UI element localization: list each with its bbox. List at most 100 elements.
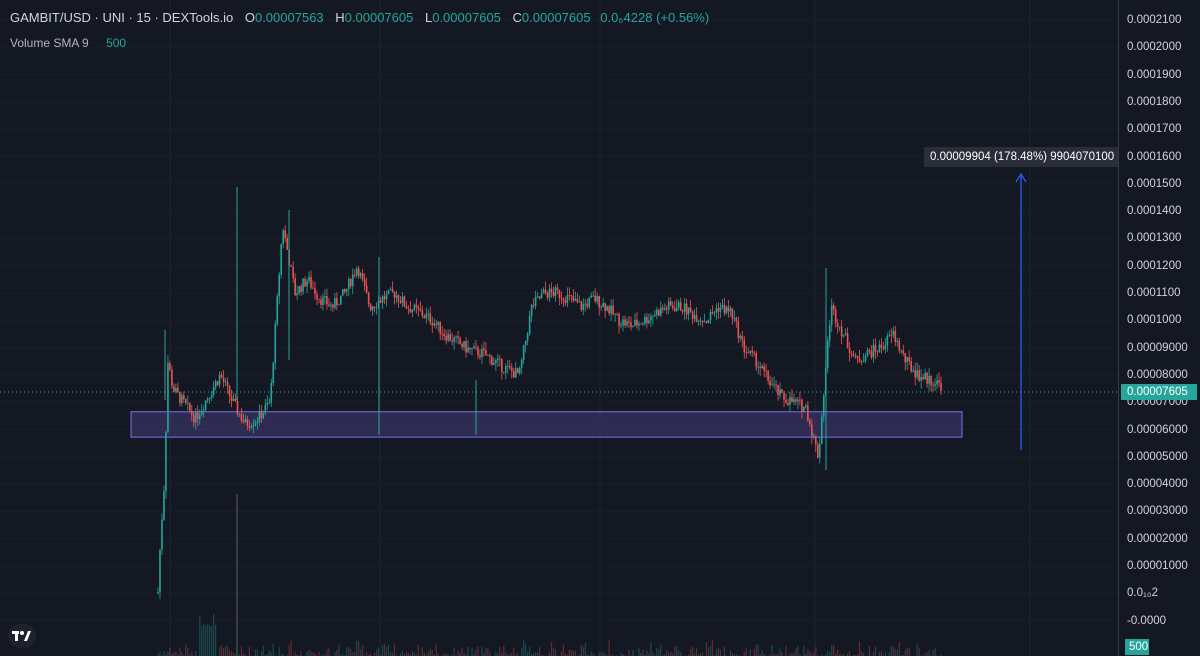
candle-body <box>600 306 602 308</box>
candle-body <box>342 289 344 296</box>
price-tick-label: 0.00004000 <box>1127 478 1188 491</box>
candle-body <box>489 355 491 357</box>
volume-bar <box>501 652 503 656</box>
candle-body <box>717 308 720 312</box>
candle-body <box>870 351 873 358</box>
candle-body <box>544 289 547 293</box>
candle-body <box>379 300 382 303</box>
symbol-title[interactable]: GAMBIT/USD · UNI · 15 · DEXTools.io <box>10 10 234 25</box>
volume-bar <box>560 651 563 656</box>
chart-area[interactable] <box>0 0 1118 656</box>
candle-body <box>451 340 453 342</box>
candle-body <box>421 310 424 316</box>
volume-bar <box>934 648 936 656</box>
candle-body <box>373 306 376 308</box>
candle-body <box>815 436 817 445</box>
volume-bar <box>580 644 582 656</box>
candle-body <box>473 346 475 349</box>
candle-body <box>226 381 229 386</box>
volume-bar <box>505 652 507 656</box>
volume-legend[interactable]: Volume SMA 9 500 <box>10 36 126 50</box>
candle-body <box>715 308 718 313</box>
candle-body <box>632 325 634 328</box>
candle-body <box>194 411 197 423</box>
volume-bar <box>242 653 245 656</box>
volume-bar <box>731 652 733 656</box>
volume-bar <box>354 651 356 656</box>
candle-body <box>574 299 577 301</box>
candle-body <box>493 362 495 365</box>
candle-body <box>813 436 815 437</box>
candle-body <box>886 335 889 346</box>
price-axis[interactable]: 0.0002100 0.0002000 0.0001900 0.0001800 0.00… <box>1118 0 1200 656</box>
candle-body <box>614 313 616 315</box>
candle-body <box>721 304 724 308</box>
volume-bar <box>220 645 223 656</box>
candle-body <box>425 313 428 318</box>
candle-body <box>799 399 801 401</box>
volume-bar <box>779 648 781 656</box>
volume-bar <box>695 648 698 656</box>
candle-body <box>282 230 285 245</box>
volume-bar <box>676 646 678 656</box>
candle-body <box>524 340 527 346</box>
candle-body <box>902 350 905 354</box>
volume-bar <box>352 652 354 656</box>
candle-body <box>580 301 583 310</box>
volume-bar <box>507 654 509 656</box>
candle-body <box>234 398 237 401</box>
candle-body <box>767 371 769 381</box>
volume-bar <box>648 653 650 656</box>
candle-body <box>338 304 340 306</box>
candle-body <box>807 405 809 421</box>
candle-body <box>347 278 350 289</box>
volume-bar <box>749 649 751 656</box>
candle-body <box>830 305 833 325</box>
candle-body <box>367 292 370 305</box>
volume-bar <box>715 649 718 656</box>
candle-body <box>268 402 271 404</box>
candle-body <box>530 304 533 316</box>
candle-body <box>811 424 813 437</box>
candle-body <box>759 366 761 369</box>
candle-body <box>741 335 744 340</box>
volume-bar <box>668 651 670 656</box>
candle-body <box>938 380 940 383</box>
candle-body <box>751 350 754 353</box>
price-tick-label: 0.00006000 <box>1127 423 1188 436</box>
tradingview-logo[interactable] <box>8 624 36 648</box>
candle-body <box>316 294 318 299</box>
candle-body <box>314 288 316 295</box>
volume-bar <box>843 654 845 656</box>
candlestick-chart[interactable] <box>0 0 1118 656</box>
candle-body <box>924 372 926 380</box>
volume-bar <box>705 642 708 656</box>
volume-bar <box>324 654 326 656</box>
candle-body <box>397 295 400 302</box>
candle-body <box>340 295 342 305</box>
candle-body <box>345 288 348 292</box>
volume-bar <box>207 624 209 656</box>
candle-body <box>244 419 247 423</box>
volume-bar <box>445 653 447 656</box>
volume-bar <box>858 641 861 656</box>
volume-bar <box>777 653 779 656</box>
candle-body <box>459 338 461 344</box>
price-tick-label: 0.0001200 <box>1127 259 1182 272</box>
volume-bar <box>268 650 270 656</box>
volume-bar <box>433 654 435 656</box>
volume-bar <box>536 652 539 656</box>
volume-bar <box>568 649 570 656</box>
candle-body <box>357 268 360 277</box>
volume-bar <box>429 649 431 656</box>
volume-bar <box>226 646 229 656</box>
candle-body <box>200 410 203 416</box>
candle-body <box>381 296 384 303</box>
candle-body <box>188 402 191 411</box>
candle-body <box>779 389 781 396</box>
candle-body <box>622 319 624 326</box>
volume-bar <box>489 652 491 656</box>
price-tick-label: 0.0001500 <box>1127 177 1182 190</box>
candle-body <box>501 358 503 372</box>
volume-bar <box>473 654 475 656</box>
